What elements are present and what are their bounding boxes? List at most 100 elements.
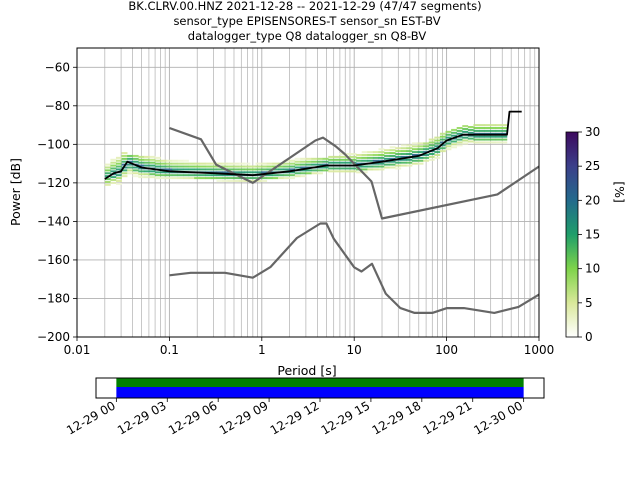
density-heatmap (104, 124, 508, 186)
density-cell (155, 162, 161, 165)
density-cell (367, 159, 374, 162)
density-cell (305, 157, 312, 160)
density-cell (317, 160, 323, 163)
density-cell (289, 165, 296, 168)
density-cell (384, 149, 390, 152)
density-cell (367, 151, 374, 154)
density-cell (473, 124, 480, 127)
density-cell (490, 141, 497, 144)
density-cell (479, 126, 485, 130)
y-tick-label: −60 (45, 60, 70, 74)
density-cell (143, 164, 150, 167)
density-cell (495, 141, 502, 144)
density-cell (183, 165, 189, 168)
density-cell (473, 126, 480, 130)
density-cell (350, 167, 357, 170)
density-cell (333, 155, 340, 158)
density-cell (434, 136, 441, 139)
timeline-tick-label: 12-29 18 (370, 398, 424, 437)
density-cell (367, 168, 374, 171)
density-cell (389, 152, 396, 155)
density-cell (266, 168, 273, 171)
density-cell (272, 177, 279, 180)
colorbar-tick-label: 10 (585, 262, 600, 276)
density-cell (110, 164, 117, 167)
density-cell (222, 162, 228, 165)
density-cell (205, 165, 212, 168)
density-cell (160, 168, 167, 171)
density-cell (400, 164, 407, 167)
density-cell (233, 168, 240, 171)
density-cell (462, 139, 469, 142)
y-tick-label: −200 (37, 330, 70, 344)
density-cell (317, 166, 323, 169)
density-cell (244, 162, 251, 165)
series-lines (104, 110, 540, 314)
density-cell (233, 179, 240, 182)
density-cell (233, 177, 240, 180)
density-cell (132, 172, 139, 175)
density-cell (490, 129, 497, 132)
density-cell (205, 162, 212, 165)
density-cell (372, 151, 379, 154)
density-cell (339, 153, 346, 156)
density-cell (384, 152, 390, 155)
density-cell (361, 171, 368, 174)
colorbar-tick-label: 0 (585, 330, 593, 344)
density-cell (266, 165, 273, 168)
density-cell (350, 153, 357, 156)
density-cell (233, 171, 240, 174)
density-cell (344, 161, 351, 164)
density-cell (115, 179, 122, 182)
density-cell (417, 145, 424, 148)
density-cell (132, 160, 139, 163)
density-cell (104, 183, 111, 186)
density-cell (166, 159, 173, 162)
density-cell (300, 157, 307, 160)
density-cell (484, 126, 491, 130)
density-cell (289, 171, 296, 174)
x-tick-label: 1 (258, 343, 266, 357)
density-cell (277, 168, 284, 171)
series-line-mode (104, 110, 522, 180)
y-tick-label: −80 (45, 99, 70, 113)
density-cell (479, 129, 485, 132)
density-cell (160, 165, 167, 168)
density-cell (138, 164, 145, 167)
density-cell (227, 177, 234, 180)
timeline-tick-label: 12-29 03 (115, 398, 169, 437)
density-cell (160, 177, 167, 180)
density-cell (372, 168, 379, 171)
density-cell (300, 160, 307, 163)
density-cell (412, 159, 418, 162)
density-cell (177, 177, 184, 180)
density-cell (333, 161, 340, 164)
density-cell (378, 159, 385, 162)
density-cell (400, 155, 407, 158)
density-cell (428, 158, 435, 161)
density-cell (132, 154, 139, 157)
density-cell (177, 159, 184, 162)
timeline-used-bar (116, 387, 524, 398)
density-cell (294, 175, 301, 178)
density-cell (372, 165, 379, 168)
density-cell (127, 163, 134, 166)
density-cell (495, 138, 502, 141)
density-cell (177, 174, 184, 177)
density-cell (250, 177, 256, 180)
density-cell (479, 132, 485, 135)
density-cell (317, 157, 323, 160)
x-tick-label: 100 (435, 343, 458, 357)
density-cell (328, 158, 335, 161)
density-cell (456, 144, 463, 147)
density-cell (289, 162, 296, 165)
density-cell (389, 160, 396, 163)
density-cell (356, 165, 363, 168)
density-cell (406, 161, 413, 164)
density-cell (149, 176, 156, 179)
density-cell (188, 162, 195, 165)
density-cell (344, 170, 351, 173)
density-cell (328, 170, 335, 173)
density-cell (451, 134, 457, 137)
